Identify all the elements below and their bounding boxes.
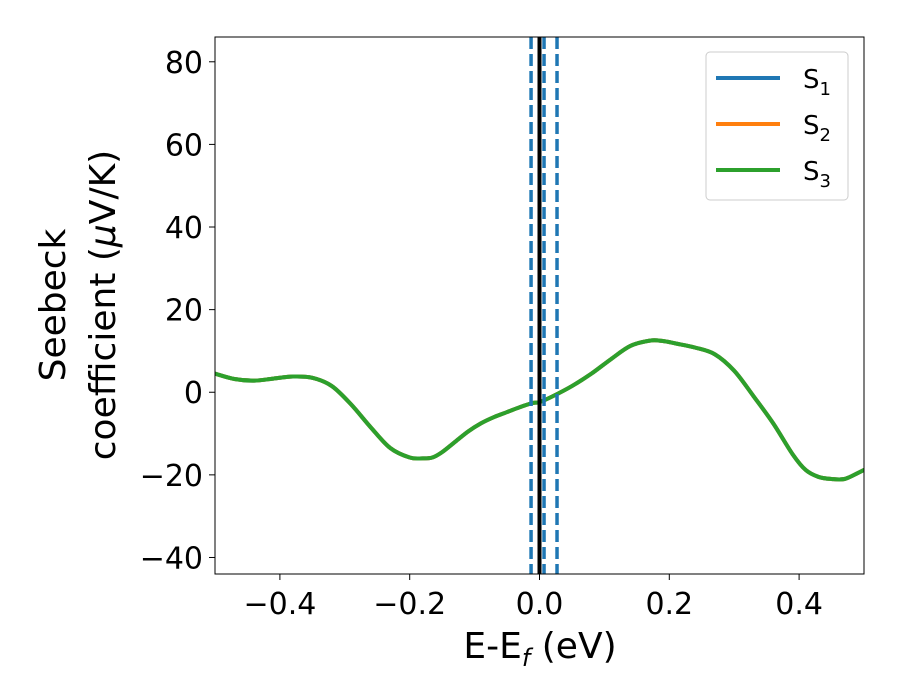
legend: S1 S2 S3 — [705, 51, 849, 201]
series-layer — [215, 338, 864, 482]
y-tick-label: −20 — [140, 459, 203, 494]
x-tick-label: 0.4 — [775, 587, 823, 622]
y-tick-label: 20 — [165, 294, 203, 329]
legend-label-s3: S3 — [803, 157, 831, 192]
y-axis-label-line1: Seebeck — [33, 228, 74, 381]
legend-entries: S1 S2 S3 — [716, 65, 831, 192]
x-axis-label: E-Ef (eV) — [463, 626, 616, 672]
y-tick-label: 60 — [165, 128, 203, 163]
vertical-lines-layer — [529, 37, 559, 574]
y-tick-label: 80 — [165, 46, 203, 81]
legend-label-s1: S1 — [803, 65, 831, 100]
series-line-s3 — [215, 338, 864, 482]
x-tick-label: 0.2 — [645, 587, 693, 622]
y-tick-label: 40 — [165, 211, 203, 246]
y-axis-label: Seebeck coefficient (μV/K) — [33, 150, 124, 460]
legend-label-s2: S2 — [803, 111, 831, 146]
x-tick-label: −0.2 — [373, 587, 446, 622]
x-tick-label: −0.4 — [243, 587, 316, 622]
y-tick-label: 0 — [184, 376, 203, 411]
x-tick-label: 0.0 — [516, 587, 564, 622]
y-axis-label-line2: coefficient (μV/K) — [83, 150, 124, 460]
y-ticks: −40 −20 0 20 40 60 80 — [140, 46, 215, 576]
y-tick-label: −40 — [140, 541, 203, 576]
x-ticks: −0.4 −0.2 0.0 0.2 0.4 — [243, 574, 823, 622]
